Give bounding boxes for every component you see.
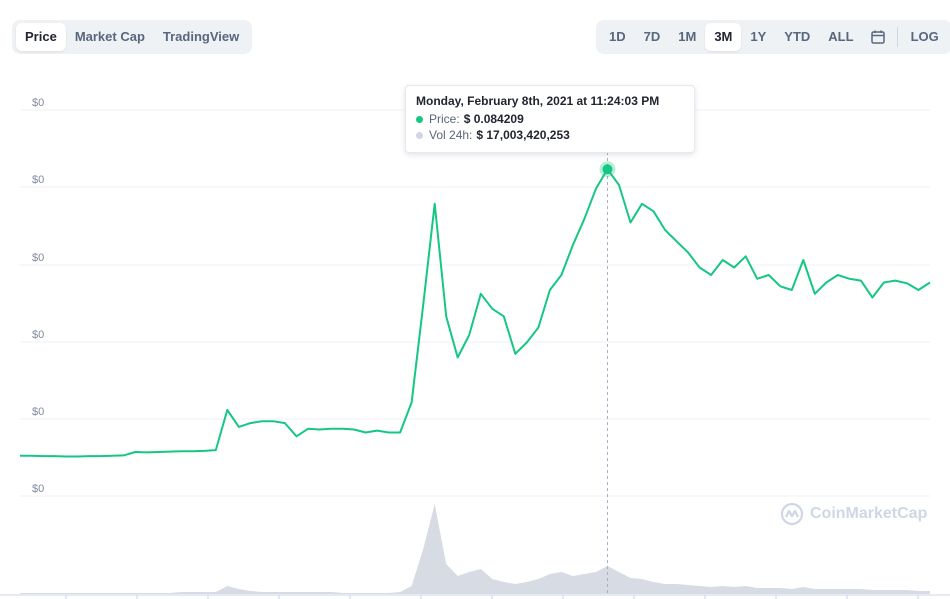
y-tick-label: $0 bbox=[32, 252, 44, 264]
tab-7d[interactable]: 7D bbox=[643, 29, 661, 44]
calendar-icon[interactable] bbox=[863, 23, 893, 51]
coinmarketcap-logo-icon bbox=[780, 502, 804, 526]
tooltip-price-row: Price: $ 0.084209 bbox=[416, 111, 684, 127]
y-tick-label: $0 bbox=[32, 97, 44, 109]
volume-area bbox=[20, 504, 930, 594]
tab-market-cap[interactable]: Market Cap bbox=[74, 29, 145, 44]
coinmarketcap-watermark: CoinMarketCap bbox=[780, 502, 927, 526]
highlight-point bbox=[602, 164, 613, 175]
watermark-text: CoinMarketCap bbox=[810, 505, 928, 522]
chart-type-tabs: Price Market Cap TradingView bbox=[12, 20, 253, 54]
y-tick-label: $0 bbox=[32, 406, 44, 418]
y-tick-label: $0 bbox=[32, 174, 44, 186]
tab-all[interactable]: ALL bbox=[828, 29, 854, 44]
y-tick-label: $0 bbox=[32, 329, 44, 341]
tooltip-vol-row: Vol 24h: $ 17,003,420,253 bbox=[416, 127, 684, 143]
tooltip-price-value: $ 0.084209 bbox=[463, 112, 524, 126]
divider bbox=[896, 27, 898, 47]
chart-tooltip: Monday, February 8th, 2021 at 11:24:03 P… bbox=[405, 85, 695, 153]
tab-tradingview[interactable]: TradingView bbox=[162, 29, 240, 44]
tooltip-title: Monday, February 8th, 2021 at 11:24:03 P… bbox=[416, 94, 660, 108]
price-dot-icon bbox=[416, 115, 423, 123]
tooltip-vol-value: $ 17,003,420,253 bbox=[476, 128, 570, 142]
volume-dot-icon bbox=[416, 131, 423, 139]
tab-1y[interactable]: 1Y bbox=[750, 29, 767, 44]
tab-1m[interactable]: 1M bbox=[678, 29, 697, 44]
tab-log[interactable]: LOG bbox=[910, 29, 939, 44]
price-line bbox=[20, 168, 931, 458]
tab-1d[interactable]: 1D bbox=[609, 29, 626, 44]
tab-price[interactable]: Price bbox=[16, 23, 66, 51]
tab-3m[interactable]: 3M bbox=[705, 23, 742, 51]
y-tick-label: $0 bbox=[32, 483, 44, 495]
tooltip-price-label: Price: bbox=[429, 112, 460, 126]
time-range-tabs: 1D 7D 1M 3M 1Y YTD ALL LOG bbox=[596, 20, 950, 54]
tooltip-vol-label: Vol 24h: bbox=[429, 128, 473, 142]
tab-ytd[interactable]: YTD bbox=[784, 29, 811, 44]
